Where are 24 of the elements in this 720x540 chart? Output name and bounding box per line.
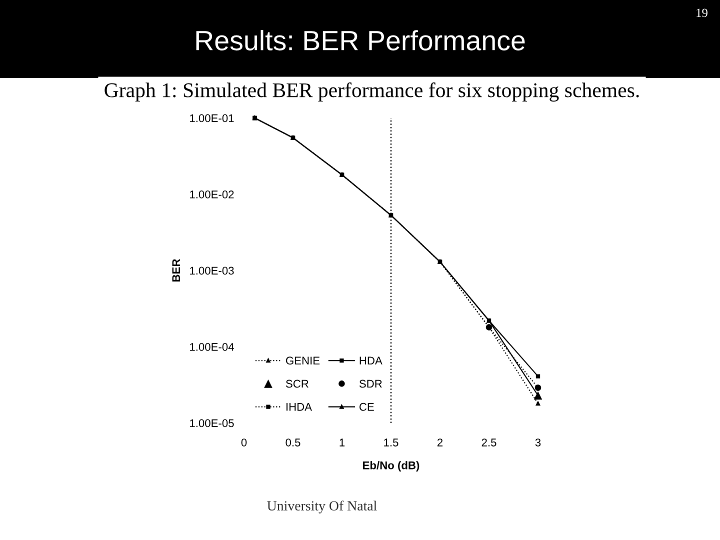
- legend-label: SCR: [286, 380, 308, 388]
- x-tick-label: 1.5: [384, 438, 398, 446]
- y-tick-label: 1.00E-02: [190, 190, 234, 198]
- legend-label: CE: [360, 402, 374, 411]
- y-axis-title: BER: [172, 259, 180, 282]
- x-tick-label: 0: [241, 438, 247, 446]
- x-tick-label: 0.5: [286, 438, 300, 446]
- legend-label: IHDA: [286, 403, 312, 411]
- x-tick-label: 2: [437, 438, 443, 446]
- chart-subtitle: Graph 1: Simulated BER performance for six stopping schemes.: [104, 82, 639, 102]
- x-axis-title: Eb/No (dB): [363, 461, 420, 472]
- legend-label: GENIE: [286, 356, 320, 365]
- legend-label: HDA: [360, 356, 382, 364]
- x-tick-label: 3: [535, 438, 541, 446]
- text: 19: [696, 8, 708, 18]
- y-tick-label: 1.00E-05: [190, 419, 234, 428]
- x-tick-label: 2.5: [482, 438, 496, 446]
- x-tick-label: 1: [340, 438, 345, 446]
- y-tick-label: 1.00E-03: [190, 266, 234, 275]
- legend-label: SDR: [359, 380, 382, 388]
- y-tick-label: 1.00E-04: [190, 343, 234, 351]
- chart-title: Results: BER Performance: [196, 30, 525, 50]
- text: University Of Natal: [267, 500, 377, 514]
- y-tick-label: 1.00E-01: [190, 114, 234, 122]
